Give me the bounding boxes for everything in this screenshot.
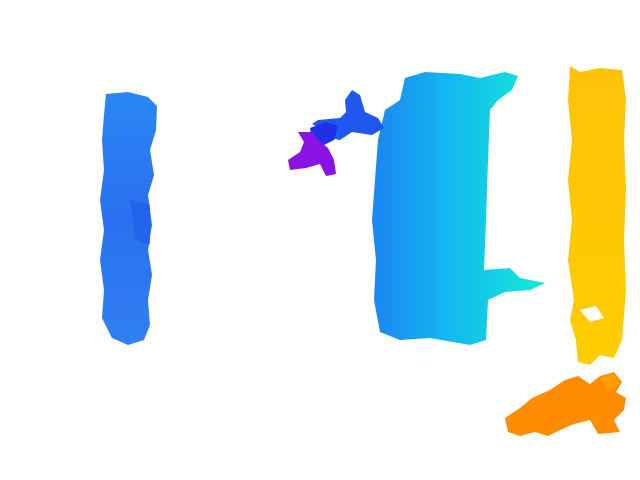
left-column — [100, 92, 157, 345]
arm-purple — [288, 132, 336, 176]
left-column-shade — [130, 200, 150, 245]
orange-plant-light — [600, 374, 620, 392]
orange-plant — [505, 372, 626, 436]
right-column-hole — [580, 306, 604, 322]
middle-block — [372, 72, 545, 345]
right-column — [568, 66, 626, 365]
